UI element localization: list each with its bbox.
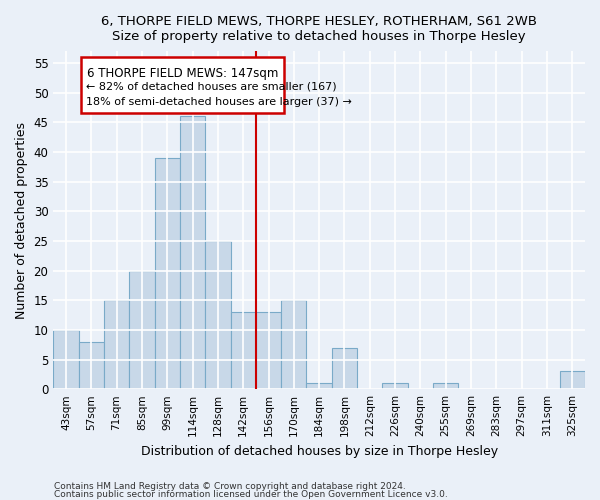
Text: Contains HM Land Registry data © Crown copyright and database right 2024.: Contains HM Land Registry data © Crown c… <box>54 482 406 491</box>
Y-axis label: Number of detached properties: Number of detached properties <box>15 122 28 318</box>
Bar <box>53 330 79 389</box>
Bar <box>180 116 205 389</box>
Title: 6, THORPE FIELD MEWS, THORPE HESLEY, ROTHERHAM, S61 2WB
Size of property relativ: 6, THORPE FIELD MEWS, THORPE HESLEY, ROT… <box>101 15 537 43</box>
Text: ← 82% of detached houses are smaller (167): ← 82% of detached houses are smaller (16… <box>86 82 337 92</box>
Text: 6 THORPE FIELD MEWS: 147sqm: 6 THORPE FIELD MEWS: 147sqm <box>87 66 278 80</box>
Text: 18% of semi-detached houses are larger (37) →: 18% of semi-detached houses are larger (… <box>86 98 352 108</box>
Bar <box>382 383 408 389</box>
Bar <box>307 383 332 389</box>
Bar <box>332 348 357 389</box>
Bar <box>129 270 155 389</box>
Text: Contains public sector information licensed under the Open Government Licence v3: Contains public sector information licen… <box>54 490 448 499</box>
Bar <box>281 300 307 389</box>
X-axis label: Distribution of detached houses by size in Thorpe Hesley: Distribution of detached houses by size … <box>140 444 498 458</box>
Bar <box>433 383 458 389</box>
Bar <box>205 241 230 389</box>
Bar <box>79 342 104 389</box>
Bar <box>155 158 180 389</box>
Bar <box>560 372 585 389</box>
FancyBboxPatch shape <box>81 57 284 114</box>
Bar <box>104 300 129 389</box>
Bar <box>256 312 281 389</box>
Bar <box>230 312 256 389</box>
